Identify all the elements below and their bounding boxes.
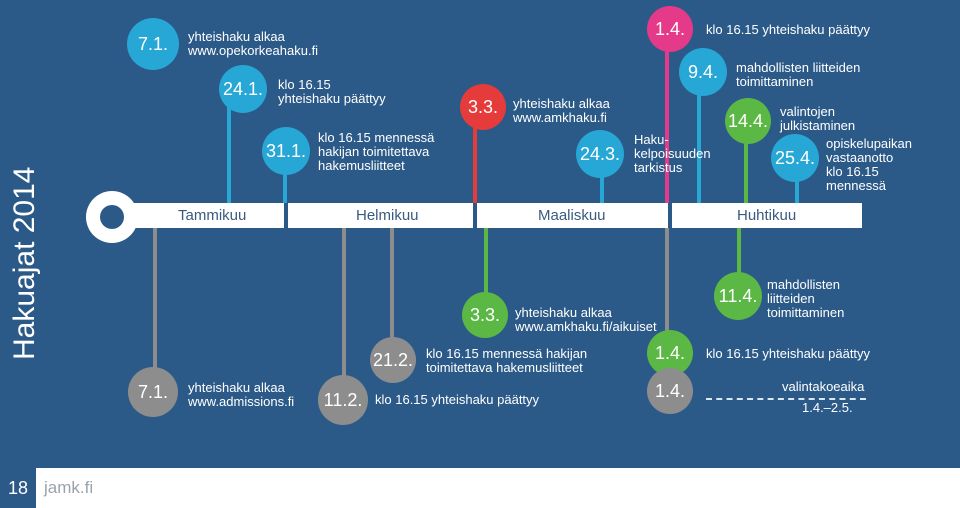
connector-line bbox=[795, 166, 799, 203]
event-date-dot: 3.3. bbox=[462, 292, 508, 338]
connector-line bbox=[153, 228, 157, 378]
month-separator bbox=[668, 203, 672, 228]
event-date-dot: 7.1. bbox=[128, 367, 178, 417]
connector-line bbox=[473, 112, 477, 203]
event-description: klo 16.15 yhteishaku päättyy bbox=[706, 22, 871, 37]
connector-line bbox=[600, 160, 604, 203]
event-description: klo 16.15 yhteishaku päättyy bbox=[375, 392, 540, 407]
event-date-dot: 1.4. bbox=[647, 6, 693, 52]
connector-line bbox=[390, 228, 394, 343]
connector-line bbox=[665, 228, 669, 368]
event-description: valintojen julkistaminen bbox=[780, 104, 856, 133]
connector-line bbox=[283, 155, 287, 203]
event-date-dot: 24.3. bbox=[576, 130, 624, 178]
side-title: Hakuajat 2014 bbox=[8, 166, 41, 360]
event-description: mahdollisten liitteiden toimittaminen bbox=[767, 277, 845, 320]
event-description: yhteishaku alkaa www.opekorkeahaku.fi bbox=[188, 29, 319, 58]
event-description: mahdollisten liitteiden toimittaminen bbox=[736, 60, 861, 89]
connector-line bbox=[665, 38, 669, 203]
event-date-dot: 31.1. bbox=[262, 127, 310, 175]
connector-line bbox=[342, 228, 346, 378]
event-date-dot: 3.3. bbox=[460, 84, 506, 130]
event-date-dot: 11.4. bbox=[714, 272, 762, 320]
month-january: Tammikuu bbox=[178, 207, 247, 224]
connector-line bbox=[227, 100, 231, 203]
event-period-label: 1.4.–2.5. bbox=[802, 400, 853, 415]
event-date-dot: 7.1. bbox=[127, 18, 179, 70]
connector-line bbox=[744, 128, 748, 203]
jamk-logo: jamk.fi bbox=[44, 478, 94, 497]
month-february: Helmikuu bbox=[356, 207, 419, 224]
month-separator bbox=[284, 203, 288, 228]
period-dashed-line bbox=[706, 398, 866, 400]
event-description: klo 16.15 yhteishaku päättyy bbox=[706, 346, 871, 361]
event-date-dot: 1.4. bbox=[647, 330, 693, 376]
event-date-dot: 25.4. bbox=[771, 134, 819, 182]
footer-bar bbox=[0, 468, 960, 508]
timeline-start-marker-center bbox=[100, 205, 124, 229]
event-description: yhteishaku alkaa www.admissions.fi bbox=[188, 380, 295, 409]
month-march: Maaliskuu bbox=[538, 207, 606, 224]
month-april: Huhtikuu bbox=[737, 207, 797, 224]
month-bar bbox=[110, 203, 862, 228]
event-description: yhteishaku alkaa www.amkhaku.fi bbox=[513, 96, 610, 125]
event-date-dot: 9.4. bbox=[679, 48, 727, 96]
connector-line bbox=[737, 228, 741, 273]
event-description: Haku-kelpoisuuden tarkistus bbox=[634, 132, 711, 175]
event-description: klo 16.15 yhteishaku päättyy bbox=[278, 77, 386, 106]
connector-line bbox=[484, 228, 488, 293]
event-description: valintakoeaika bbox=[782, 379, 865, 394]
event-date-dot: 24.1. bbox=[219, 65, 267, 113]
event-description: opiskelupaikan vastaanotto klo 16.15 mennes… bbox=[826, 136, 913, 193]
month-separator bbox=[473, 203, 477, 228]
event-date-dot: 11.2. bbox=[318, 375, 368, 425]
event-description: klo 16.15 mennessä hakijan toimitettava ha… bbox=[318, 130, 435, 173]
event-description: yhteishaku alkaa www.amkhaku.fi/aikuiset bbox=[515, 305, 657, 334]
event-date-dot: 1.4. bbox=[647, 368, 693, 414]
page-number: 18 bbox=[0, 468, 36, 508]
event-description: klo 16.15 mennessä hakijan toimitettava h… bbox=[426, 346, 588, 375]
event-date-dot: 21.2. bbox=[370, 337, 416, 383]
event-date-dot: 14.4. bbox=[725, 98, 771, 144]
connector-line bbox=[697, 82, 701, 203]
